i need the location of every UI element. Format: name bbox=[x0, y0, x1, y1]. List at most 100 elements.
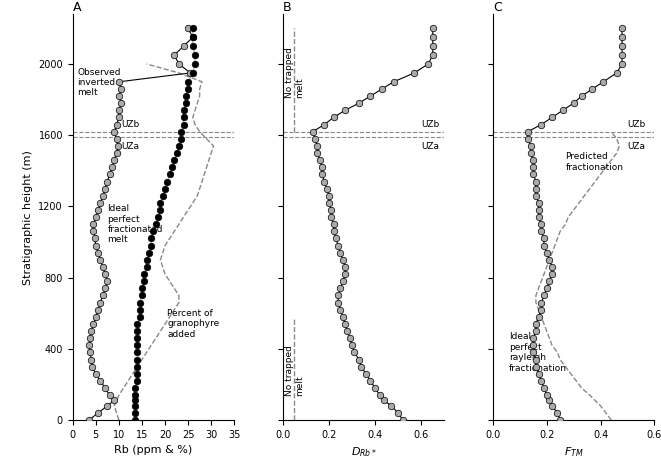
Point bbox=[340, 263, 350, 271]
Text: No trapped
melt: No trapped melt bbox=[285, 48, 305, 98]
Point bbox=[97, 263, 108, 271]
Point bbox=[130, 397, 140, 405]
Point bbox=[397, 416, 408, 424]
Point bbox=[153, 213, 163, 221]
Point bbox=[536, 377, 547, 385]
Point bbox=[146, 235, 157, 242]
Point bbox=[617, 60, 627, 68]
Point bbox=[132, 356, 143, 363]
Point bbox=[91, 370, 101, 378]
Point bbox=[91, 313, 101, 320]
Point bbox=[165, 170, 175, 178]
Point bbox=[141, 256, 152, 264]
Point bbox=[317, 170, 327, 178]
Point bbox=[598, 78, 609, 85]
Point bbox=[132, 342, 143, 349]
Point bbox=[183, 78, 194, 85]
Point bbox=[365, 377, 375, 385]
Point bbox=[130, 402, 140, 410]
Point bbox=[388, 78, 399, 85]
Point bbox=[528, 334, 539, 342]
Point bbox=[356, 363, 367, 371]
Point bbox=[91, 213, 101, 221]
Point bbox=[188, 69, 198, 76]
Point bbox=[340, 270, 350, 278]
Point bbox=[104, 170, 115, 178]
Point bbox=[132, 349, 143, 356]
Point bbox=[100, 270, 110, 278]
Point bbox=[409, 69, 420, 76]
Text: C: C bbox=[493, 1, 502, 14]
Point bbox=[335, 285, 346, 292]
Point bbox=[531, 363, 541, 371]
Point bbox=[183, 25, 194, 32]
Point bbox=[88, 320, 98, 328]
Point bbox=[617, 42, 627, 50]
Point bbox=[533, 213, 544, 221]
Point bbox=[340, 320, 350, 328]
Point bbox=[109, 156, 120, 164]
Point bbox=[90, 235, 100, 242]
Point bbox=[531, 192, 541, 200]
Point bbox=[344, 334, 355, 342]
Point bbox=[183, 85, 194, 93]
Point bbox=[87, 363, 97, 371]
Point bbox=[151, 220, 161, 228]
Point bbox=[321, 185, 332, 193]
Point bbox=[180, 100, 191, 107]
Point bbox=[349, 349, 360, 356]
Point bbox=[531, 327, 541, 335]
Point bbox=[539, 235, 549, 242]
Point bbox=[162, 178, 173, 185]
Point bbox=[536, 121, 547, 128]
Point bbox=[102, 178, 112, 185]
Point bbox=[188, 34, 198, 41]
Point bbox=[374, 391, 385, 399]
Point bbox=[100, 185, 110, 193]
Point bbox=[130, 384, 140, 392]
Point bbox=[91, 242, 101, 249]
Point bbox=[333, 299, 344, 306]
Point bbox=[134, 299, 145, 306]
Text: UZb: UZb bbox=[421, 120, 440, 129]
Point bbox=[106, 163, 117, 171]
Point bbox=[139, 278, 149, 285]
Point bbox=[528, 349, 539, 356]
Point bbox=[141, 263, 152, 271]
Point bbox=[617, 25, 627, 32]
Text: UZb: UZb bbox=[627, 120, 646, 129]
Point bbox=[317, 163, 327, 171]
Point bbox=[533, 206, 544, 214]
Point bbox=[329, 114, 339, 121]
Point bbox=[576, 93, 587, 100]
Point bbox=[544, 256, 555, 264]
Y-axis label: Stratigraphic height (m): Stratigraphic height (m) bbox=[23, 150, 33, 285]
Point bbox=[547, 270, 557, 278]
Point bbox=[132, 320, 143, 328]
Point bbox=[132, 327, 143, 335]
Point bbox=[531, 178, 541, 185]
Point bbox=[102, 278, 112, 285]
Point bbox=[525, 142, 536, 150]
Point bbox=[174, 60, 184, 68]
Point bbox=[541, 391, 552, 399]
Point bbox=[428, 34, 438, 41]
Point bbox=[310, 135, 321, 143]
Text: Observed
inverted
melt: Observed inverted melt bbox=[77, 67, 121, 97]
Point bbox=[428, 51, 438, 59]
Point bbox=[95, 299, 106, 306]
Point bbox=[617, 34, 627, 41]
Text: No trapped
melt: No trapped melt bbox=[285, 345, 305, 396]
Point bbox=[180, 93, 191, 100]
Point bbox=[536, 220, 547, 228]
Point bbox=[114, 93, 124, 100]
Point bbox=[146, 242, 157, 249]
Point bbox=[557, 107, 568, 114]
Point bbox=[88, 220, 98, 228]
Point bbox=[354, 100, 364, 107]
Point bbox=[539, 384, 549, 392]
Text: A: A bbox=[73, 1, 81, 14]
Text: B: B bbox=[283, 1, 292, 14]
Point bbox=[116, 100, 126, 107]
Point bbox=[533, 199, 544, 207]
